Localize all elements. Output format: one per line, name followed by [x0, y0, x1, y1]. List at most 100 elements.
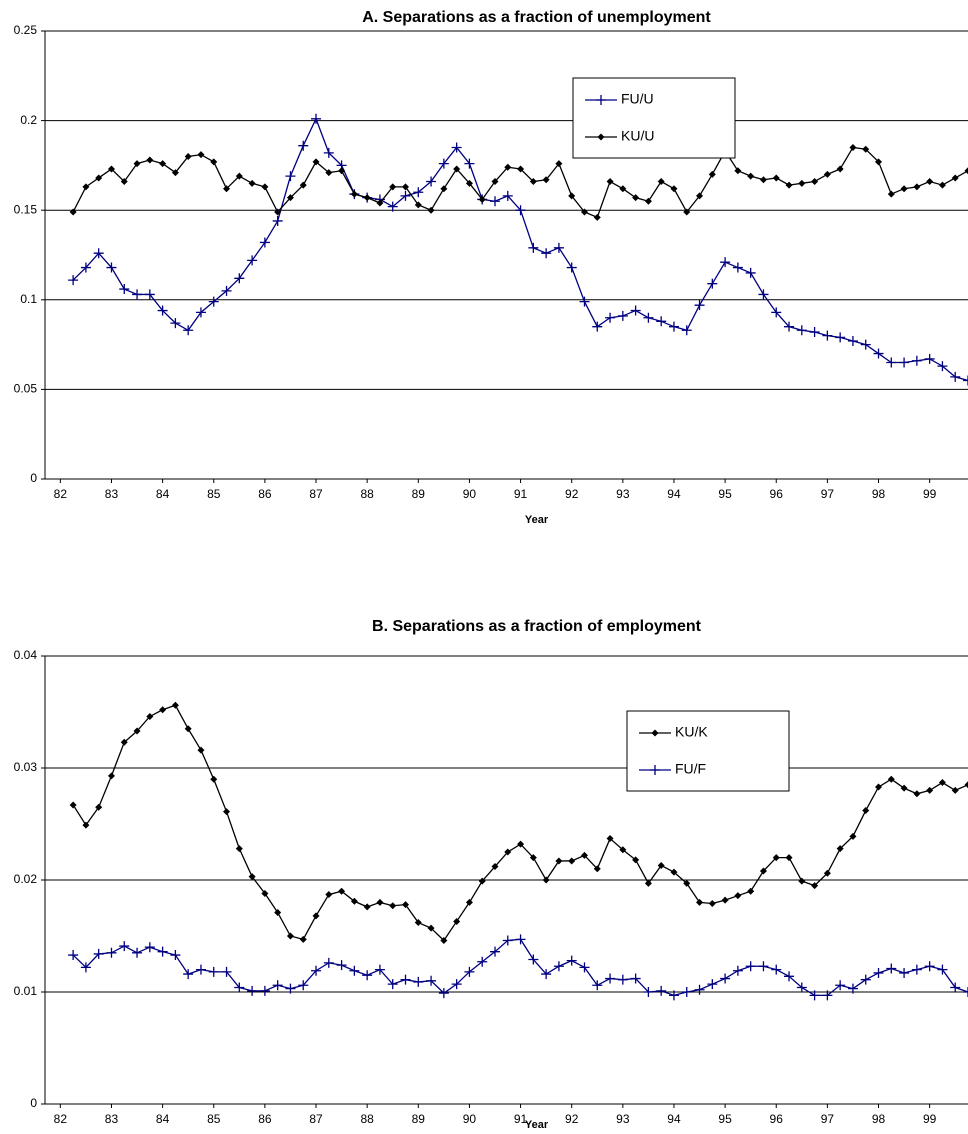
plus-marker: [400, 190, 411, 201]
x-tick-label: 91: [514, 1112, 528, 1126]
diamond-marker: [849, 832, 857, 840]
diamond-marker: [734, 892, 742, 900]
diamond-marker: [453, 917, 461, 925]
y-tick-label: 0.05: [14, 382, 38, 396]
plus-marker: [451, 979, 462, 990]
diamond-marker: [389, 183, 397, 191]
y-tick-label: 0.25: [14, 23, 38, 37]
legend-marker: [596, 95, 606, 105]
diamond-marker: [785, 854, 793, 862]
plus-marker: [195, 307, 206, 318]
diamond-marker: [785, 181, 793, 189]
diamond-marker: [657, 178, 665, 186]
plus-marker: [247, 985, 258, 996]
plus-marker: [311, 113, 322, 124]
plus-marker: [515, 934, 526, 945]
plus-marker: [605, 973, 616, 984]
diamond-marker: [619, 185, 627, 193]
plus-marker: [247, 255, 258, 266]
legend-marker: [650, 765, 660, 775]
plus-marker: [758, 289, 769, 300]
plus-marker: [681, 325, 692, 336]
diamond-marker: [133, 160, 141, 168]
plus-marker: [489, 196, 500, 207]
plus-marker: [119, 941, 130, 952]
plus-marker: [809, 327, 820, 338]
plus-marker: [886, 357, 897, 368]
plus-marker: [93, 248, 104, 259]
diamond-marker: [389, 902, 397, 910]
y-tick-label: 0.15: [14, 202, 38, 216]
plus-marker: [873, 967, 884, 978]
diamond-marker: [274, 908, 282, 916]
diamond-marker: [862, 807, 870, 815]
plus-marker: [720, 257, 731, 268]
diamond-marker: [759, 867, 767, 875]
plus-marker: [132, 289, 143, 300]
diamond-marker: [82, 183, 90, 191]
diamond-marker: [414, 919, 422, 927]
diamond-marker: [69, 208, 77, 216]
diamond-marker: [593, 865, 601, 873]
diamond-marker: [696, 898, 704, 906]
plus-marker: [387, 979, 398, 990]
diamond-marker: [414, 201, 422, 209]
plus-marker: [963, 987, 968, 997]
diamond-marker: [606, 835, 614, 843]
diamond-marker: [427, 206, 435, 214]
diamond-marker: [274, 208, 282, 216]
x-tick-label: 85: [207, 1112, 221, 1126]
x-tick-label: 93: [616, 487, 630, 501]
diamond-marker: [683, 879, 691, 887]
plus-marker: [195, 964, 206, 975]
plus-marker: [643, 987, 654, 997]
plus-marker: [438, 988, 449, 999]
y-tick-label: 0.1: [20, 292, 37, 306]
x-tick-label: 97: [821, 1112, 835, 1126]
plus-marker: [119, 284, 130, 295]
x-tick-label: 87: [309, 1112, 323, 1126]
x-tick-label: 97: [821, 487, 835, 501]
plus-marker: [656, 985, 667, 996]
plus-marker: [208, 296, 219, 307]
plus-marker: [860, 339, 871, 350]
diamond-marker: [823, 869, 831, 877]
plus-marker: [963, 375, 968, 386]
x-tick-label: 84: [156, 487, 170, 501]
diamond-marker: [465, 179, 473, 187]
diamond-marker: [338, 887, 346, 895]
diamond-marker: [580, 208, 588, 216]
diamond-marker: [402, 901, 410, 909]
plus-marker: [796, 325, 807, 336]
diamond-marker: [849, 143, 857, 151]
plus-marker: [899, 967, 910, 978]
plus-marker: [579, 962, 590, 973]
diamond-marker: [938, 181, 946, 189]
plus-marker: [93, 948, 104, 959]
plus-marker: [707, 979, 718, 990]
diamond-marker: [568, 192, 576, 200]
plus-marker: [822, 990, 833, 1001]
plus-marker: [745, 961, 756, 972]
plus-marker: [298, 140, 309, 151]
plus-marker: [553, 242, 564, 253]
diamond-marker: [619, 846, 627, 854]
plus-marker: [311, 965, 322, 976]
diamond-marker: [913, 790, 921, 798]
x-tick-label: 89: [412, 487, 426, 501]
plus-marker: [694, 984, 705, 995]
plus-marker: [553, 961, 564, 972]
diamond-marker: [312, 158, 320, 166]
legend: FU/U KU/U: [572, 77, 736, 159]
plus-marker: [643, 312, 654, 323]
x-tick-label: 82: [54, 1112, 68, 1126]
diamond-marker: [632, 856, 640, 864]
x-tick-label: 94: [667, 487, 681, 501]
diamond-marker: [568, 857, 576, 865]
diamond-marker: [836, 165, 844, 173]
diamond-marker: [478, 195, 486, 203]
plus-marker: [106, 262, 117, 273]
diamond-marker: [913, 183, 921, 191]
diamond-marker: [542, 876, 550, 884]
x-tick-label: 88: [360, 1112, 374, 1126]
